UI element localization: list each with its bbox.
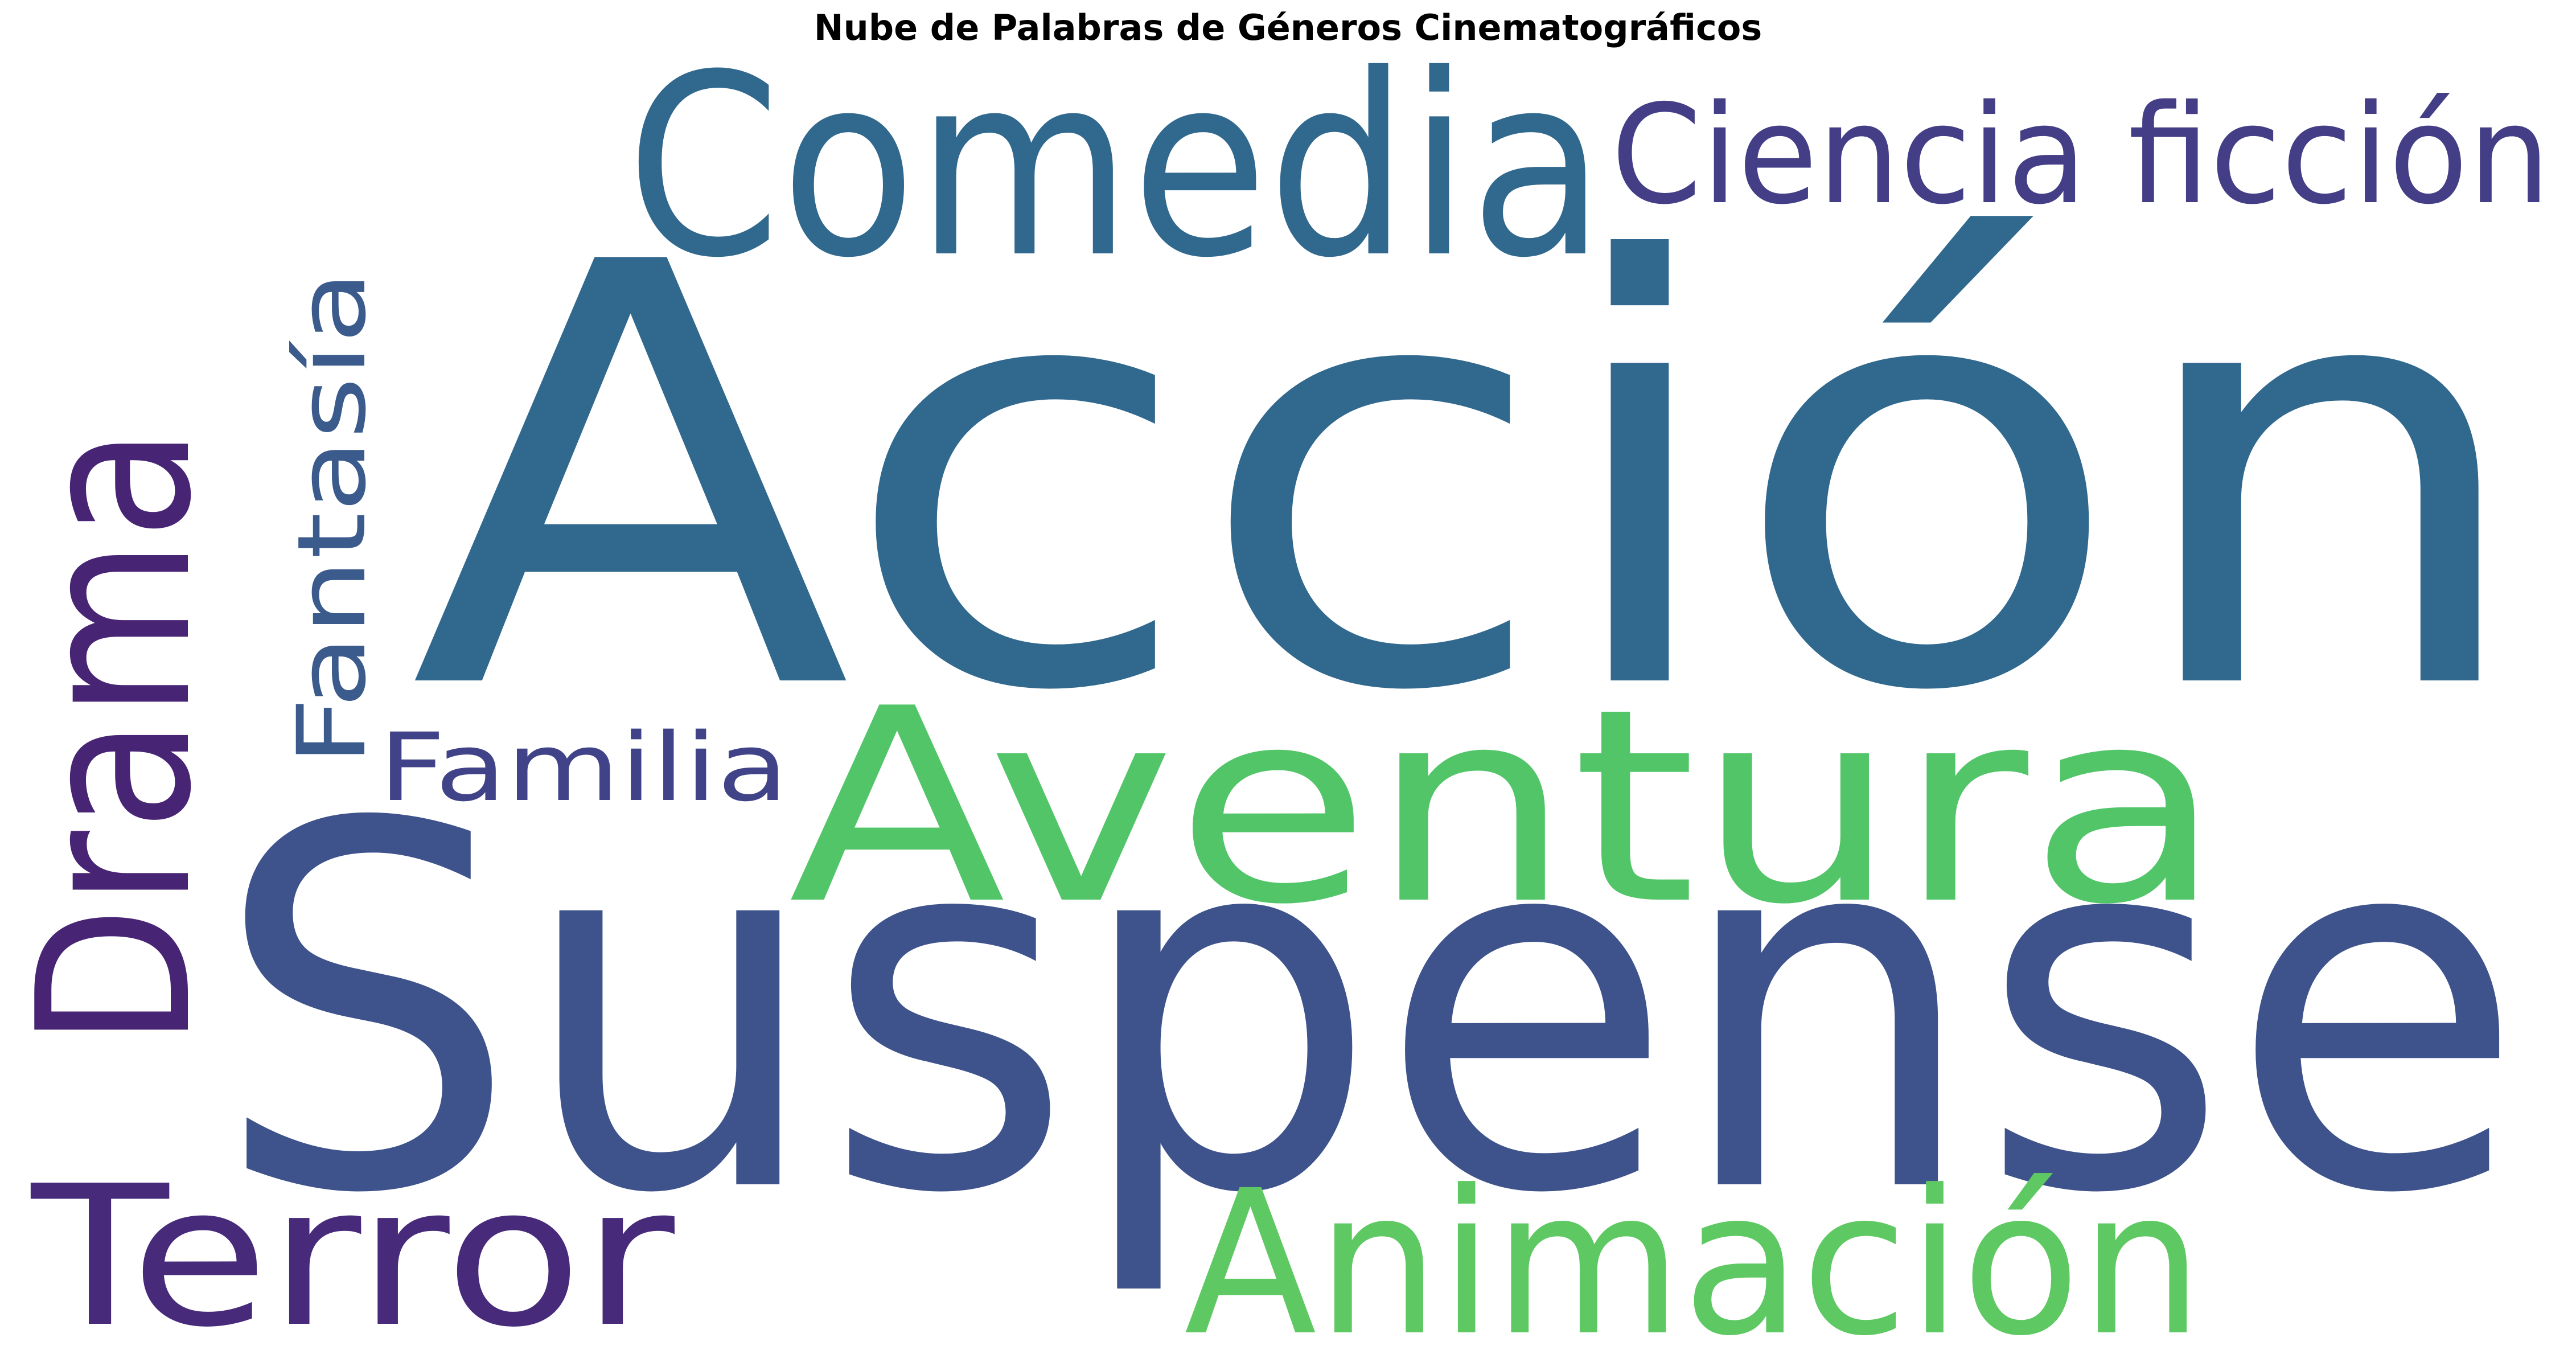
chart-title: Nube de Palabras de Géneros Cinematográf… bbox=[814, 7, 1762, 48]
word-suspense: Suspense bbox=[213, 719, 2525, 1303]
word-ciencia-ficcion: Ciencia ficción bbox=[1611, 75, 2550, 235]
word-accion: Acción bbox=[410, 141, 2533, 818]
word-drama: Drama bbox=[0, 427, 238, 1048]
word-terror: Terror bbox=[28, 1144, 677, 1350]
word-aventura: Aventura bbox=[788, 651, 2223, 963]
word-comedia: Comedia bbox=[626, 21, 1605, 313]
word-familia: Familia bbox=[379, 713, 788, 822]
word-animacion: Animación bbox=[1184, 1147, 2203, 1350]
word-fantasia: Fantasía bbox=[277, 270, 387, 766]
